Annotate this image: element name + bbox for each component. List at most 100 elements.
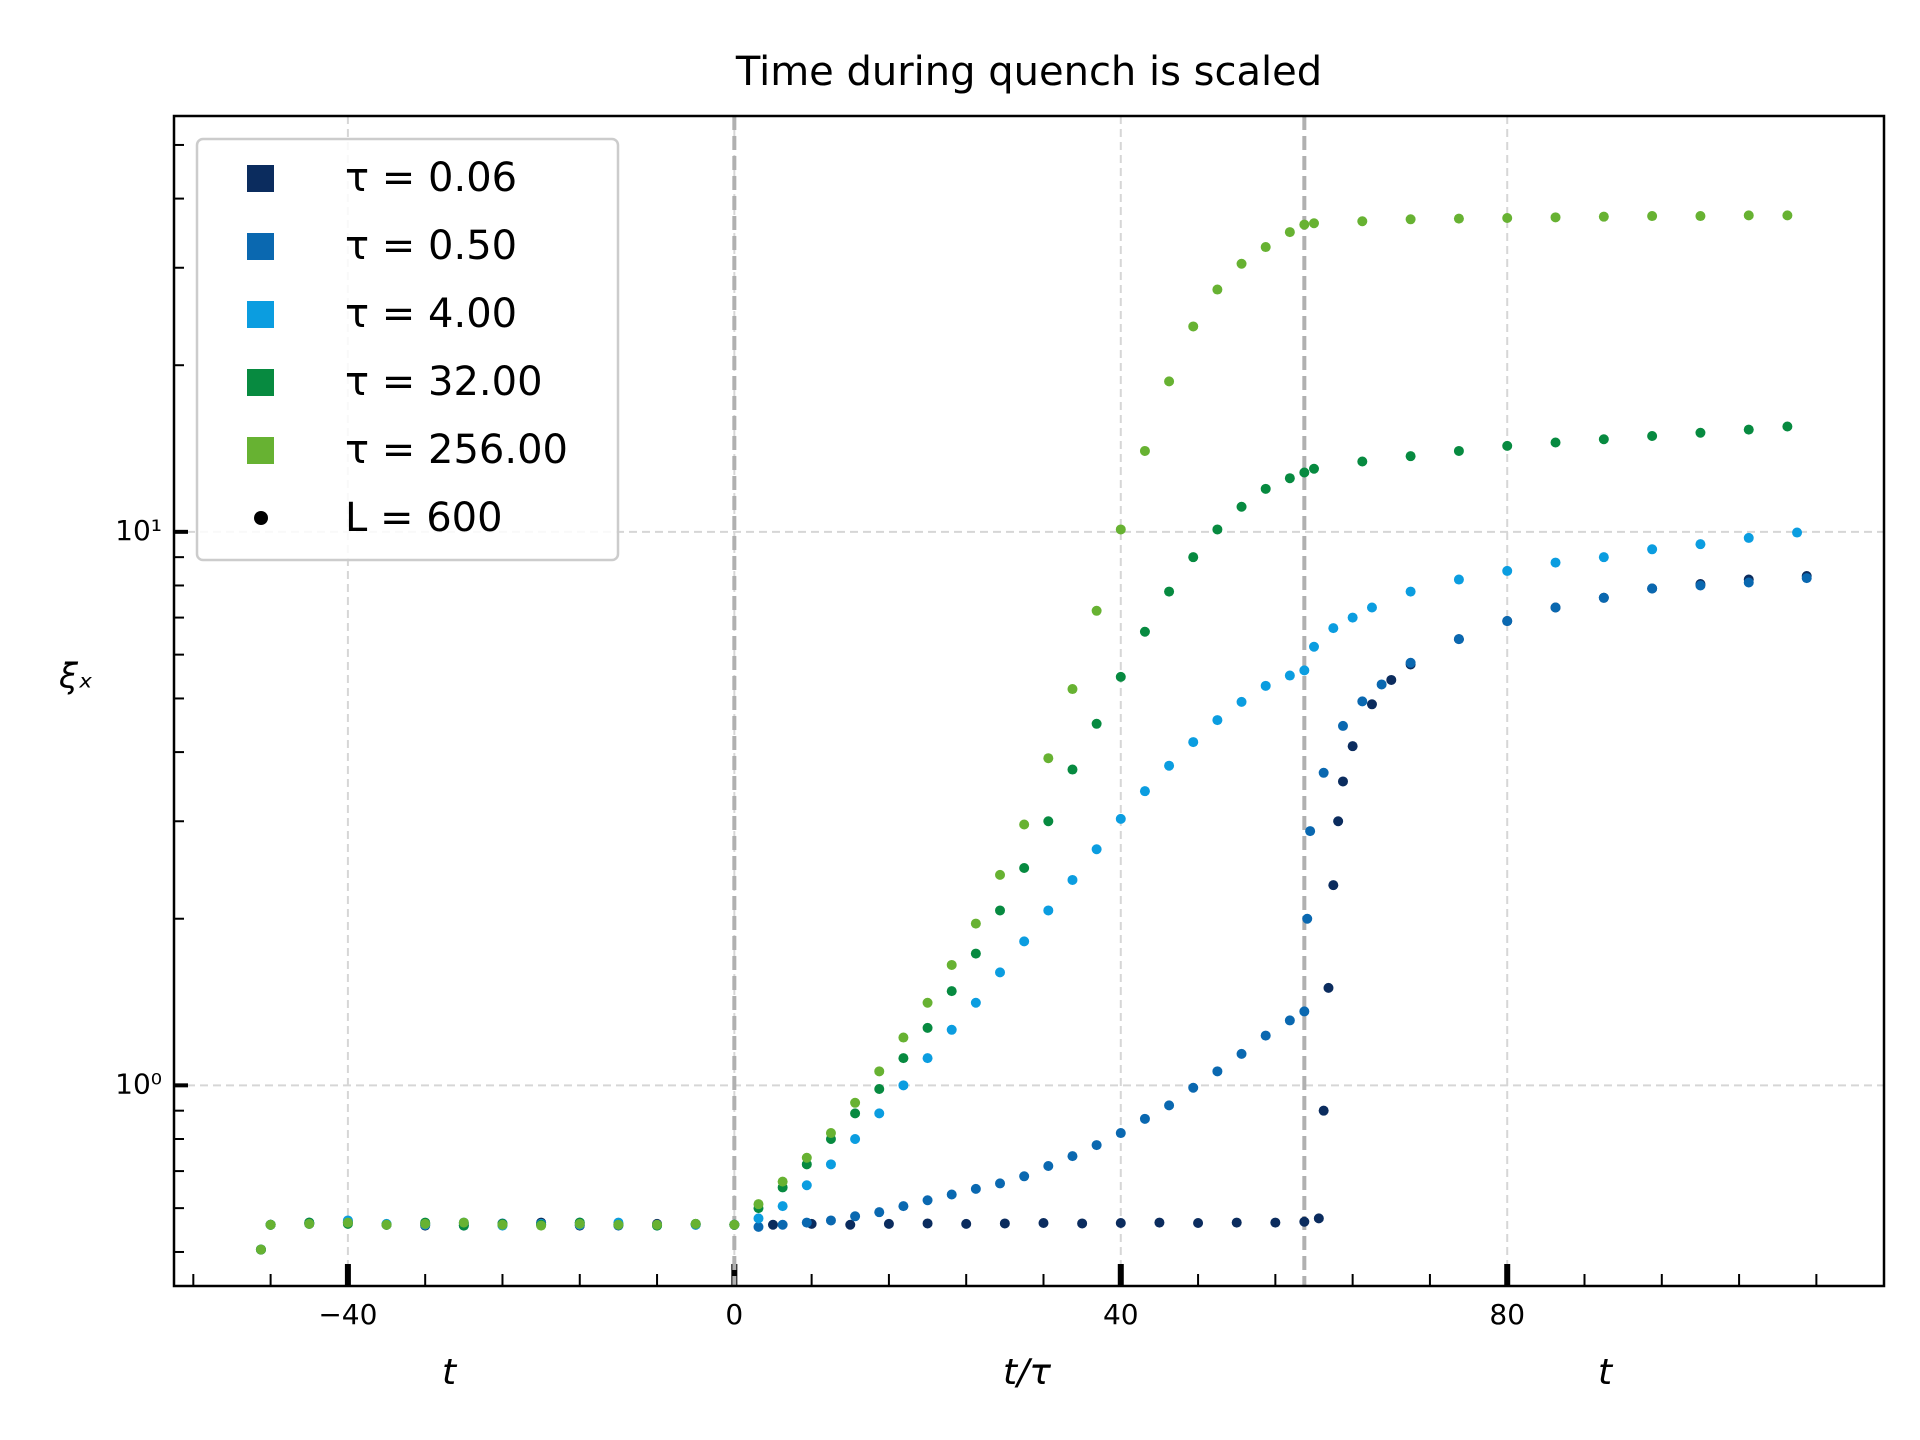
data-point: [1309, 641, 1319, 652]
x-tick-label: −40: [318, 1298, 377, 1331]
data-point: [767, 1219, 778, 1230]
legend: τ = 0.06 τ = 0.50 τ = 4.00 τ = 32.00 τ = 256…: [195, 137, 620, 562]
data-point: [898, 1053, 909, 1064]
data-point: [1453, 574, 1464, 585]
data-point: [1260, 680, 1271, 691]
data-point: [1309, 463, 1319, 474]
data-point: [1067, 764, 1078, 775]
data-point: [1043, 905, 1054, 916]
data-point: [1019, 862, 1030, 873]
data-point: [946, 1024, 957, 1035]
x-axis-label: t/τ: [1003, 1352, 1051, 1393]
data-point: [874, 1108, 885, 1119]
data-point: [1077, 1218, 1088, 1229]
data-point: [922, 997, 933, 1008]
data-point: [1260, 483, 1271, 494]
data-point: [845, 1219, 856, 1230]
data-point: [1091, 1140, 1102, 1151]
data-point: [1318, 1105, 1329, 1116]
data-point: [1313, 1213, 1324, 1224]
data-point: [1154, 1217, 1165, 1228]
data-point: [753, 1221, 764, 1232]
data-point: [690, 1218, 701, 1229]
data-point: [1236, 501, 1247, 512]
legend-label: τ = 0.06: [345, 155, 517, 201]
data-point: [1212, 715, 1223, 726]
data-point: [1236, 696, 1247, 707]
data-point: [753, 1213, 764, 1224]
data-point: [1550, 602, 1561, 613]
data-point: [652, 1219, 663, 1230]
data-point: [946, 959, 957, 970]
data-point: [304, 1218, 315, 1229]
x-tick-label: 80: [1489, 1298, 1525, 1331]
data-point: [825, 1215, 836, 1226]
data-point: [1299, 467, 1310, 478]
data-point: [1647, 211, 1658, 222]
data-point: [574, 1218, 585, 1229]
data-point: [850, 1108, 861, 1119]
data-point: [1115, 1218, 1126, 1229]
data-point: [922, 1195, 933, 1206]
data-point: [1782, 421, 1793, 432]
data-point: [1299, 665, 1310, 676]
data-point: [1502, 616, 1513, 627]
chart-title: Time during quench is scaled: [735, 49, 1322, 95]
data-point: [1453, 634, 1464, 645]
data-point: [1284, 473, 1295, 484]
data-point: [1299, 219, 1310, 230]
data-point: [1647, 583, 1658, 594]
data-point: [850, 1133, 861, 1144]
data-point: [1502, 565, 1513, 576]
data-point: [898, 1080, 909, 1091]
data-point: [1357, 216, 1368, 227]
data-point: [1309, 218, 1319, 229]
data-point: [1743, 577, 1754, 588]
data-point: [1019, 1171, 1030, 1182]
data-point: [1366, 602, 1377, 613]
data-point: [342, 1217, 353, 1228]
legend-swatch: [247, 369, 274, 396]
data-point: [1357, 456, 1368, 467]
data-point: [801, 1217, 812, 1228]
data-point: [1139, 1113, 1150, 1124]
data-point: [1236, 258, 1247, 269]
data-point: [1743, 210, 1754, 221]
x-axis-label: t: [442, 1352, 458, 1393]
data-point: [995, 1178, 1006, 1189]
data-point: [613, 1219, 624, 1230]
data-point: [1695, 211, 1706, 222]
data-point: [1502, 212, 1513, 223]
data-point: [1115, 813, 1126, 824]
data-point: [1598, 211, 1609, 222]
data-point: [1333, 816, 1344, 827]
data-point: [1193, 1218, 1204, 1229]
legend-marker: [254, 511, 268, 525]
data-point: [1164, 760, 1175, 771]
data-point: [255, 1244, 266, 1255]
data-point: [874, 1207, 885, 1218]
data-point: [1188, 552, 1199, 563]
plot-frame: [172, 114, 1886, 1288]
data-point: [753, 1199, 764, 1210]
data-point: [1598, 434, 1609, 445]
data-point: [922, 1053, 933, 1064]
data-point: [1164, 1100, 1175, 1111]
y-tick-label: 10⁰: [115, 1067, 162, 1100]
data-point: [1067, 874, 1078, 885]
data-point: [874, 1083, 885, 1094]
data-point: [1091, 718, 1102, 729]
data-point: [1743, 424, 1754, 435]
legend-label: L = 600: [345, 495, 503, 541]
data-point: [1695, 580, 1706, 591]
data-point: [497, 1219, 508, 1230]
data-point: [825, 1159, 836, 1170]
data-point: [1318, 767, 1329, 778]
data-point: [420, 1218, 431, 1229]
data-point: [1386, 674, 1397, 685]
data-point: [1043, 1160, 1054, 1171]
data-point: [1164, 376, 1175, 387]
data-point: [1038, 1218, 1049, 1229]
data-point: [1405, 451, 1416, 462]
data-point: [777, 1176, 788, 1187]
